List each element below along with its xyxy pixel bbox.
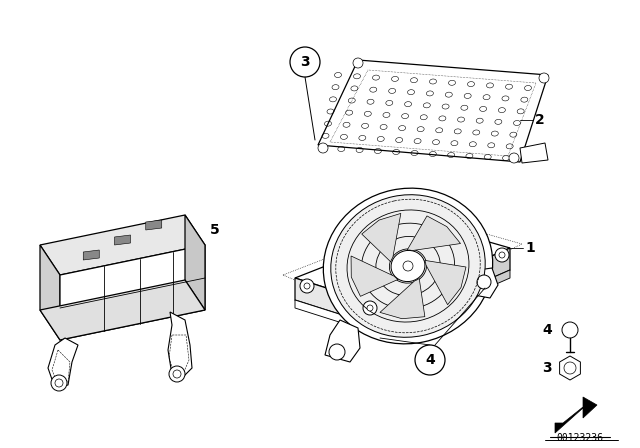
Circle shape bbox=[539, 73, 549, 83]
Circle shape bbox=[367, 305, 373, 311]
Polygon shape bbox=[380, 279, 425, 319]
Circle shape bbox=[509, 153, 519, 163]
Text: 4: 4 bbox=[542, 323, 552, 337]
Text: 3: 3 bbox=[300, 55, 310, 69]
Circle shape bbox=[477, 275, 491, 289]
Circle shape bbox=[403, 261, 413, 271]
Polygon shape bbox=[325, 320, 360, 362]
Polygon shape bbox=[168, 312, 192, 378]
Circle shape bbox=[495, 248, 509, 262]
Polygon shape bbox=[40, 245, 60, 340]
Text: 5: 5 bbox=[210, 223, 220, 237]
Text: 00123236: 00123236 bbox=[557, 433, 604, 443]
Circle shape bbox=[499, 252, 505, 258]
Circle shape bbox=[173, 370, 181, 378]
Polygon shape bbox=[60, 245, 205, 340]
Text: 4: 4 bbox=[425, 353, 435, 367]
Polygon shape bbox=[362, 213, 401, 262]
Polygon shape bbox=[40, 215, 205, 275]
Circle shape bbox=[329, 344, 345, 360]
Circle shape bbox=[432, 229, 438, 235]
Circle shape bbox=[428, 225, 442, 239]
Polygon shape bbox=[468, 268, 498, 298]
Polygon shape bbox=[83, 250, 99, 260]
Circle shape bbox=[318, 143, 328, 153]
Polygon shape bbox=[295, 278, 380, 327]
Polygon shape bbox=[115, 235, 131, 245]
Circle shape bbox=[353, 58, 363, 68]
Text: 3: 3 bbox=[542, 361, 552, 375]
Circle shape bbox=[51, 375, 67, 391]
Text: 1: 1 bbox=[525, 241, 535, 255]
Ellipse shape bbox=[391, 250, 425, 281]
Text: 2: 2 bbox=[535, 113, 545, 127]
Polygon shape bbox=[295, 225, 510, 305]
Ellipse shape bbox=[331, 195, 485, 337]
Polygon shape bbox=[318, 60, 548, 162]
Circle shape bbox=[300, 279, 314, 293]
Polygon shape bbox=[48, 338, 78, 388]
Polygon shape bbox=[380, 270, 510, 335]
Circle shape bbox=[290, 47, 320, 77]
Polygon shape bbox=[185, 215, 205, 310]
Polygon shape bbox=[351, 256, 398, 296]
Circle shape bbox=[55, 379, 63, 387]
Polygon shape bbox=[146, 220, 162, 230]
Polygon shape bbox=[425, 260, 466, 305]
Polygon shape bbox=[555, 397, 597, 433]
Polygon shape bbox=[40, 280, 205, 340]
Circle shape bbox=[169, 366, 185, 382]
Polygon shape bbox=[380, 248, 510, 327]
Circle shape bbox=[415, 345, 445, 375]
Circle shape bbox=[304, 283, 310, 289]
Polygon shape bbox=[520, 143, 548, 163]
Polygon shape bbox=[295, 300, 380, 335]
Polygon shape bbox=[559, 356, 580, 380]
Polygon shape bbox=[407, 216, 461, 250]
Circle shape bbox=[562, 322, 578, 338]
Ellipse shape bbox=[323, 188, 493, 344]
Circle shape bbox=[363, 301, 377, 315]
